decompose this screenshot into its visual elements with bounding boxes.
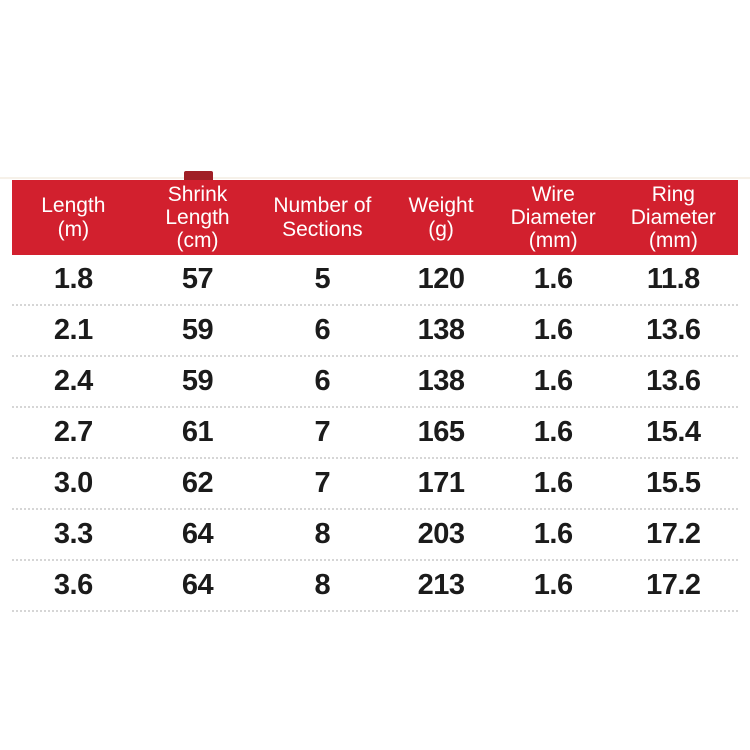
table-cell: 1.6 bbox=[533, 263, 573, 295]
table-cell: 3.0 bbox=[53, 467, 93, 499]
table-cell: 5 bbox=[314, 263, 331, 295]
table-cell: 59 bbox=[181, 314, 214, 346]
header-cell-shrink-length: Shrink Length (cm) bbox=[165, 182, 230, 253]
table-row: 1.8 57 5 120 1.6 11.8 bbox=[12, 255, 738, 306]
table-cell: 15.5 bbox=[646, 467, 701, 499]
table-cell: 1.8 bbox=[53, 263, 93, 295]
table-cell: 1.6 bbox=[533, 518, 573, 550]
table-cell: 213 bbox=[417, 569, 465, 601]
table-row: 3.0 62 7 171 1.6 15.5 bbox=[12, 459, 738, 510]
table-cell: 138 bbox=[417, 365, 465, 397]
table-cell: 11.8 bbox=[646, 263, 700, 295]
table-cell: 1.6 bbox=[533, 467, 573, 499]
table-cell: 1.6 bbox=[533, 569, 573, 601]
table-header-row: Length (m) Shrink Length (cm) Number of … bbox=[12, 180, 738, 255]
table-cell: 61 bbox=[181, 416, 214, 448]
table-cell: 13.6 bbox=[646, 365, 701, 397]
table-cell: 8 bbox=[314, 569, 331, 601]
table-cell: 13.6 bbox=[646, 314, 701, 346]
table-cell: 17.2 bbox=[646, 569, 701, 601]
header-cell-ring-diameter: Ring Diameter (mm) bbox=[630, 182, 716, 253]
table-cell: 8 bbox=[314, 518, 331, 550]
table-cell: 7 bbox=[314, 416, 331, 448]
header-cell-length: Length (m) bbox=[41, 194, 106, 241]
table-row: 3.3 64 8 203 1.6 17.2 bbox=[12, 510, 738, 561]
header-cell-wire-diameter: Wire Diameter (mm) bbox=[510, 182, 596, 253]
table-cell: 57 bbox=[181, 263, 214, 295]
table-cell: 3.3 bbox=[53, 518, 93, 550]
table-row: 2.4 59 6 138 1.6 13.6 bbox=[12, 357, 738, 408]
table-cell: 1.6 bbox=[533, 365, 573, 397]
header-cell-number-of-sections: Number of Sections bbox=[273, 194, 372, 241]
table-cell: 62 bbox=[181, 467, 214, 499]
header-notch-decoration bbox=[184, 171, 213, 182]
faint-top-edge-line bbox=[0, 177, 750, 179]
table-cell: 203 bbox=[417, 518, 465, 550]
table-cell: 6 bbox=[314, 314, 331, 346]
table-cell: 171 bbox=[417, 467, 465, 499]
table-cell: 3.6 bbox=[53, 569, 93, 601]
spec-table: Length (m) Shrink Length (cm) Number of … bbox=[12, 180, 738, 612]
table-cell: 6 bbox=[314, 365, 331, 397]
table-cell: 120 bbox=[417, 263, 465, 295]
table-cell: 165 bbox=[417, 416, 465, 448]
table-row: 2.1 59 6 138 1.6 13.6 bbox=[12, 306, 738, 357]
header-cell-weight: Weight (g) bbox=[408, 194, 474, 241]
table-row: 2.7 61 7 165 1.6 15.4 bbox=[12, 408, 738, 459]
table-cell: 138 bbox=[417, 314, 465, 346]
table-cell: 2.7 bbox=[53, 416, 93, 448]
table-cell: 1.6 bbox=[533, 314, 573, 346]
table-cell: 2.1 bbox=[53, 314, 93, 346]
table-row: 3.6 64 8 213 1.6 17.2 bbox=[12, 561, 738, 612]
table-body: 1.8 57 5 120 1.6 11.8 2.1 59 6 138 1.6 1… bbox=[12, 255, 738, 612]
table-cell: 64 bbox=[181, 518, 214, 550]
table-cell: 59 bbox=[181, 365, 214, 397]
table-cell: 17.2 bbox=[646, 518, 701, 550]
table-cell: 1.6 bbox=[533, 416, 573, 448]
table-cell: 7 bbox=[314, 467, 331, 499]
table-cell: 64 bbox=[181, 569, 214, 601]
table-cell: 2.4 bbox=[53, 365, 93, 397]
table-cell: 15.4 bbox=[646, 416, 701, 448]
